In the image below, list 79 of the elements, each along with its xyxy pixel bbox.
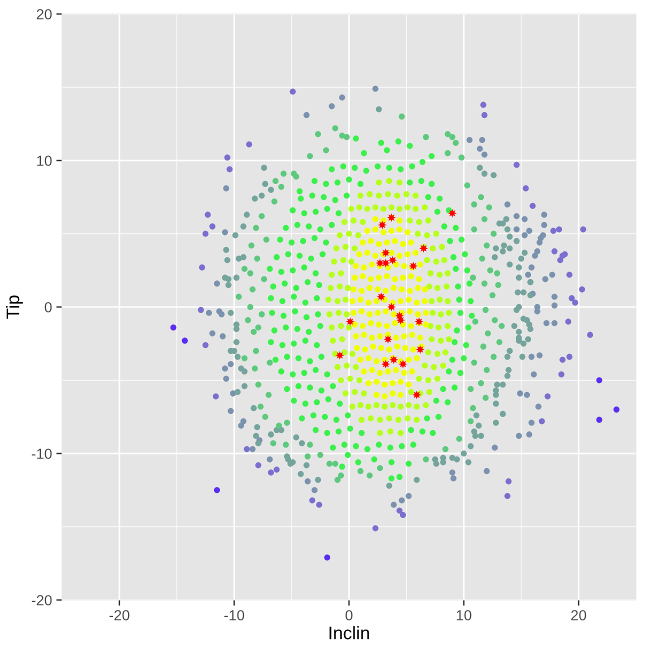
point bbox=[202, 342, 209, 348]
point bbox=[346, 317, 355, 326]
point bbox=[388, 256, 398, 265]
point bbox=[544, 393, 551, 400]
point bbox=[384, 334, 392, 344]
x-tick-label: 20 bbox=[571, 610, 586, 620]
point bbox=[448, 208, 457, 218]
point bbox=[290, 88, 296, 95]
y-tick-label: 20 bbox=[36, 9, 52, 20]
point bbox=[550, 228, 556, 234]
y-tick-label: 10 bbox=[37, 156, 52, 166]
point bbox=[566, 354, 572, 360]
point bbox=[400, 512, 406, 518]
point bbox=[412, 390, 422, 400]
point bbox=[560, 356, 566, 363]
y-tick-label: -10 bbox=[32, 448, 52, 459]
point bbox=[596, 377, 602, 384]
point bbox=[419, 244, 428, 253]
point bbox=[579, 286, 586, 292]
point bbox=[522, 185, 529, 192]
point bbox=[335, 350, 344, 360]
point bbox=[199, 264, 206, 270]
point bbox=[274, 466, 280, 473]
point bbox=[587, 332, 594, 338]
point bbox=[268, 470, 274, 476]
point bbox=[226, 166, 233, 172]
point bbox=[381, 360, 390, 369]
point bbox=[396, 508, 403, 514]
point bbox=[214, 487, 220, 494]
point bbox=[566, 272, 572, 278]
point bbox=[572, 300, 578, 306]
x-tick-label: 10 bbox=[456, 610, 472, 620]
point bbox=[316, 502, 322, 508]
point bbox=[568, 295, 575, 302]
point bbox=[224, 154, 230, 161]
point bbox=[372, 525, 378, 532]
point bbox=[204, 212, 211, 218]
point bbox=[309, 497, 316, 504]
point bbox=[378, 220, 387, 230]
point bbox=[538, 418, 545, 424]
point bbox=[530, 202, 536, 209]
point bbox=[398, 360, 408, 369]
point bbox=[246, 141, 252, 148]
point bbox=[182, 338, 188, 344]
point bbox=[565, 318, 572, 325]
point bbox=[376, 292, 386, 302]
point bbox=[244, 446, 250, 452]
point bbox=[558, 371, 564, 378]
point bbox=[580, 226, 586, 232]
y-axis-title: Tip bbox=[6, 296, 23, 319]
point bbox=[551, 248, 558, 254]
point bbox=[596, 416, 602, 423]
x-tick-label: -10 bbox=[224, 610, 244, 620]
y-tick-label: 0 bbox=[44, 302, 52, 312]
point bbox=[480, 102, 486, 108]
point bbox=[387, 302, 396, 312]
point bbox=[202, 230, 209, 237]
point bbox=[212, 393, 219, 400]
y-tick-label: -20 bbox=[32, 595, 52, 606]
point bbox=[481, 112, 488, 118]
point bbox=[416, 345, 425, 354]
x-tick-label: -20 bbox=[110, 610, 130, 620]
point bbox=[556, 226, 562, 232]
point bbox=[381, 248, 390, 258]
point bbox=[170, 324, 176, 331]
point bbox=[198, 306, 204, 313]
x-tick-label: 0 bbox=[346, 610, 352, 620]
point bbox=[209, 223, 216, 230]
point bbox=[506, 478, 512, 484]
point bbox=[324, 554, 330, 561]
point bbox=[389, 355, 398, 364]
point bbox=[408, 262, 418, 270]
point bbox=[613, 406, 620, 413]
point bbox=[504, 492, 510, 500]
x-axis-title: Inclin bbox=[330, 626, 369, 640]
point bbox=[376, 258, 384, 268]
point bbox=[514, 162, 520, 168]
point bbox=[255, 462, 262, 468]
point bbox=[414, 317, 424, 326]
